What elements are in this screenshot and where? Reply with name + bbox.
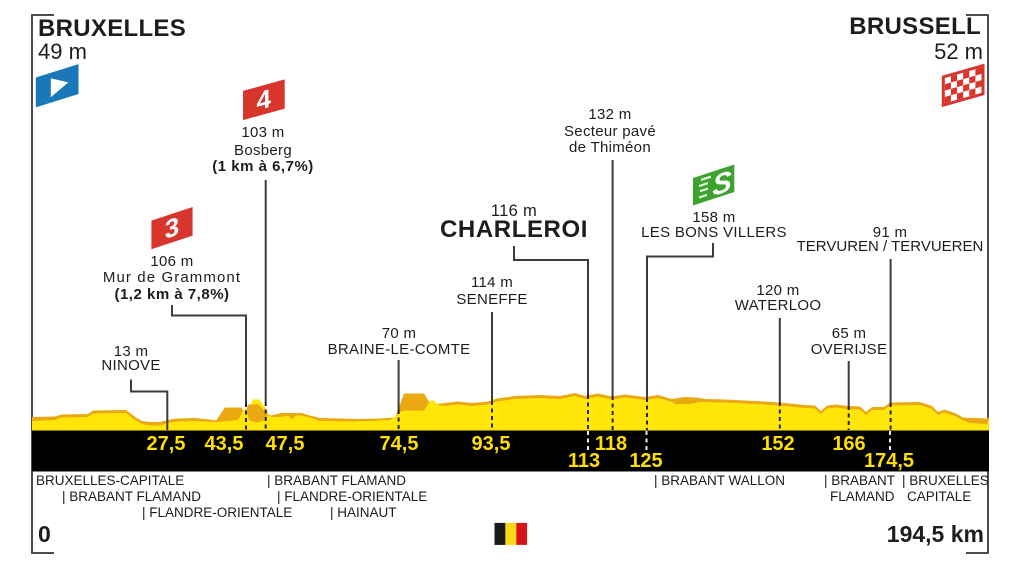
svg-text:3: 3 — [165, 211, 179, 245]
svg-text:S: S — [712, 164, 731, 203]
svg-text:4: 4 — [257, 83, 272, 117]
